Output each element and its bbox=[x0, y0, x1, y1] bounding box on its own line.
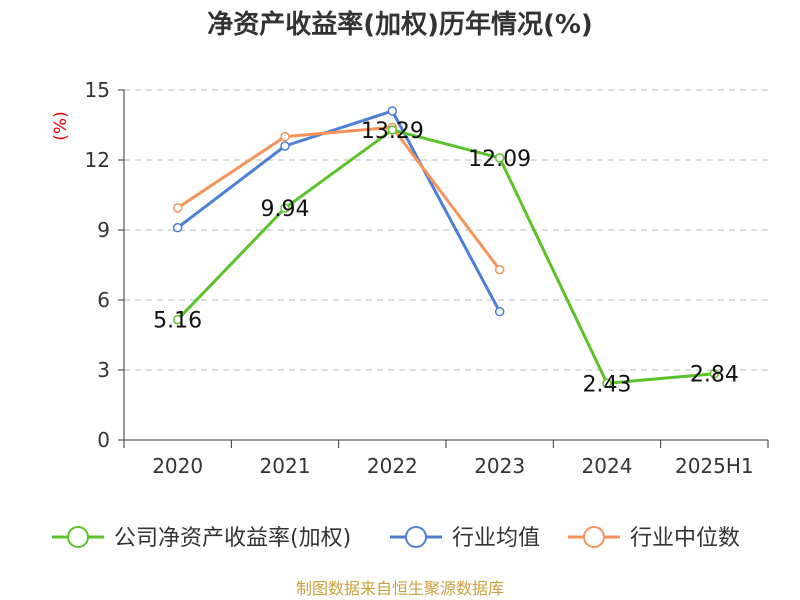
series-point bbox=[494, 306, 505, 317]
grid bbox=[124, 89, 768, 371]
series-line bbox=[176, 125, 501, 271]
y-tick-label: 3 bbox=[97, 358, 110, 382]
series-point bbox=[709, 368, 720, 379]
series-point bbox=[494, 264, 505, 275]
y-tick-label: 0 bbox=[97, 428, 110, 452]
series-point bbox=[172, 222, 183, 233]
source-note: 制图数据来自恒生聚源数据库 bbox=[296, 579, 504, 598]
y-tick-label: 6 bbox=[97, 288, 110, 312]
data-label: 5.16 bbox=[153, 309, 202, 334]
axes: 0 3 6 9 12 15 2020 2021 2022 2023 2024 2025H1 bbox=[85, 78, 769, 478]
series-point bbox=[494, 153, 505, 163]
data-label: 13.29 bbox=[361, 119, 424, 144]
y-tick-label: 15 bbox=[85, 78, 110, 102]
x-tick-label: 2024 bbox=[582, 454, 633, 478]
legend: 公司净资产收益率(加权) 行业均值 行业中位数 bbox=[52, 526, 740, 551]
chart-title: 净资产收益率(加权)历年情况(%) bbox=[207, 9, 593, 40]
data-label: 12.09 bbox=[468, 147, 531, 172]
y-tick-label: 9 bbox=[97, 218, 110, 242]
data-label: 9.94 bbox=[261, 197, 310, 222]
data-label: 2.84 bbox=[690, 363, 739, 388]
y-axis-label: (%) bbox=[51, 111, 71, 140]
series-point bbox=[280, 131, 290, 142]
data-labels: 5.16 9.94 13.29 12.09 2.43 2.84 bbox=[153, 119, 739, 397]
legend-marker bbox=[67, 526, 89, 548]
legend-label: 行业中位数 bbox=[630, 526, 740, 551]
y-tick-label: 12 bbox=[85, 148, 110, 172]
legend-label: 行业均值 bbox=[452, 526, 540, 551]
series-point bbox=[387, 125, 398, 135]
series-line bbox=[176, 109, 501, 313]
legend-marker bbox=[405, 526, 427, 548]
x-tick-label: 2020 bbox=[152, 454, 203, 478]
series-layer bbox=[172, 106, 720, 389]
series-point bbox=[280, 141, 290, 151]
x-tick-label: 2021 bbox=[260, 454, 311, 478]
series-point bbox=[602, 378, 612, 389]
legend-label: 公司净资产收益率(加权) bbox=[114, 526, 351, 551]
series-point bbox=[172, 203, 183, 213]
series-point bbox=[172, 314, 183, 325]
x-tick-label: 2025H1 bbox=[675, 454, 754, 478]
x-tick-label: 2022 bbox=[367, 454, 418, 478]
series-point bbox=[387, 106, 398, 116]
x-tick-label: 2023 bbox=[474, 454, 525, 478]
series-point bbox=[280, 203, 290, 213]
legend-marker bbox=[583, 526, 605, 548]
series-line bbox=[176, 128, 715, 385]
data-label: 2.43 bbox=[583, 372, 632, 397]
